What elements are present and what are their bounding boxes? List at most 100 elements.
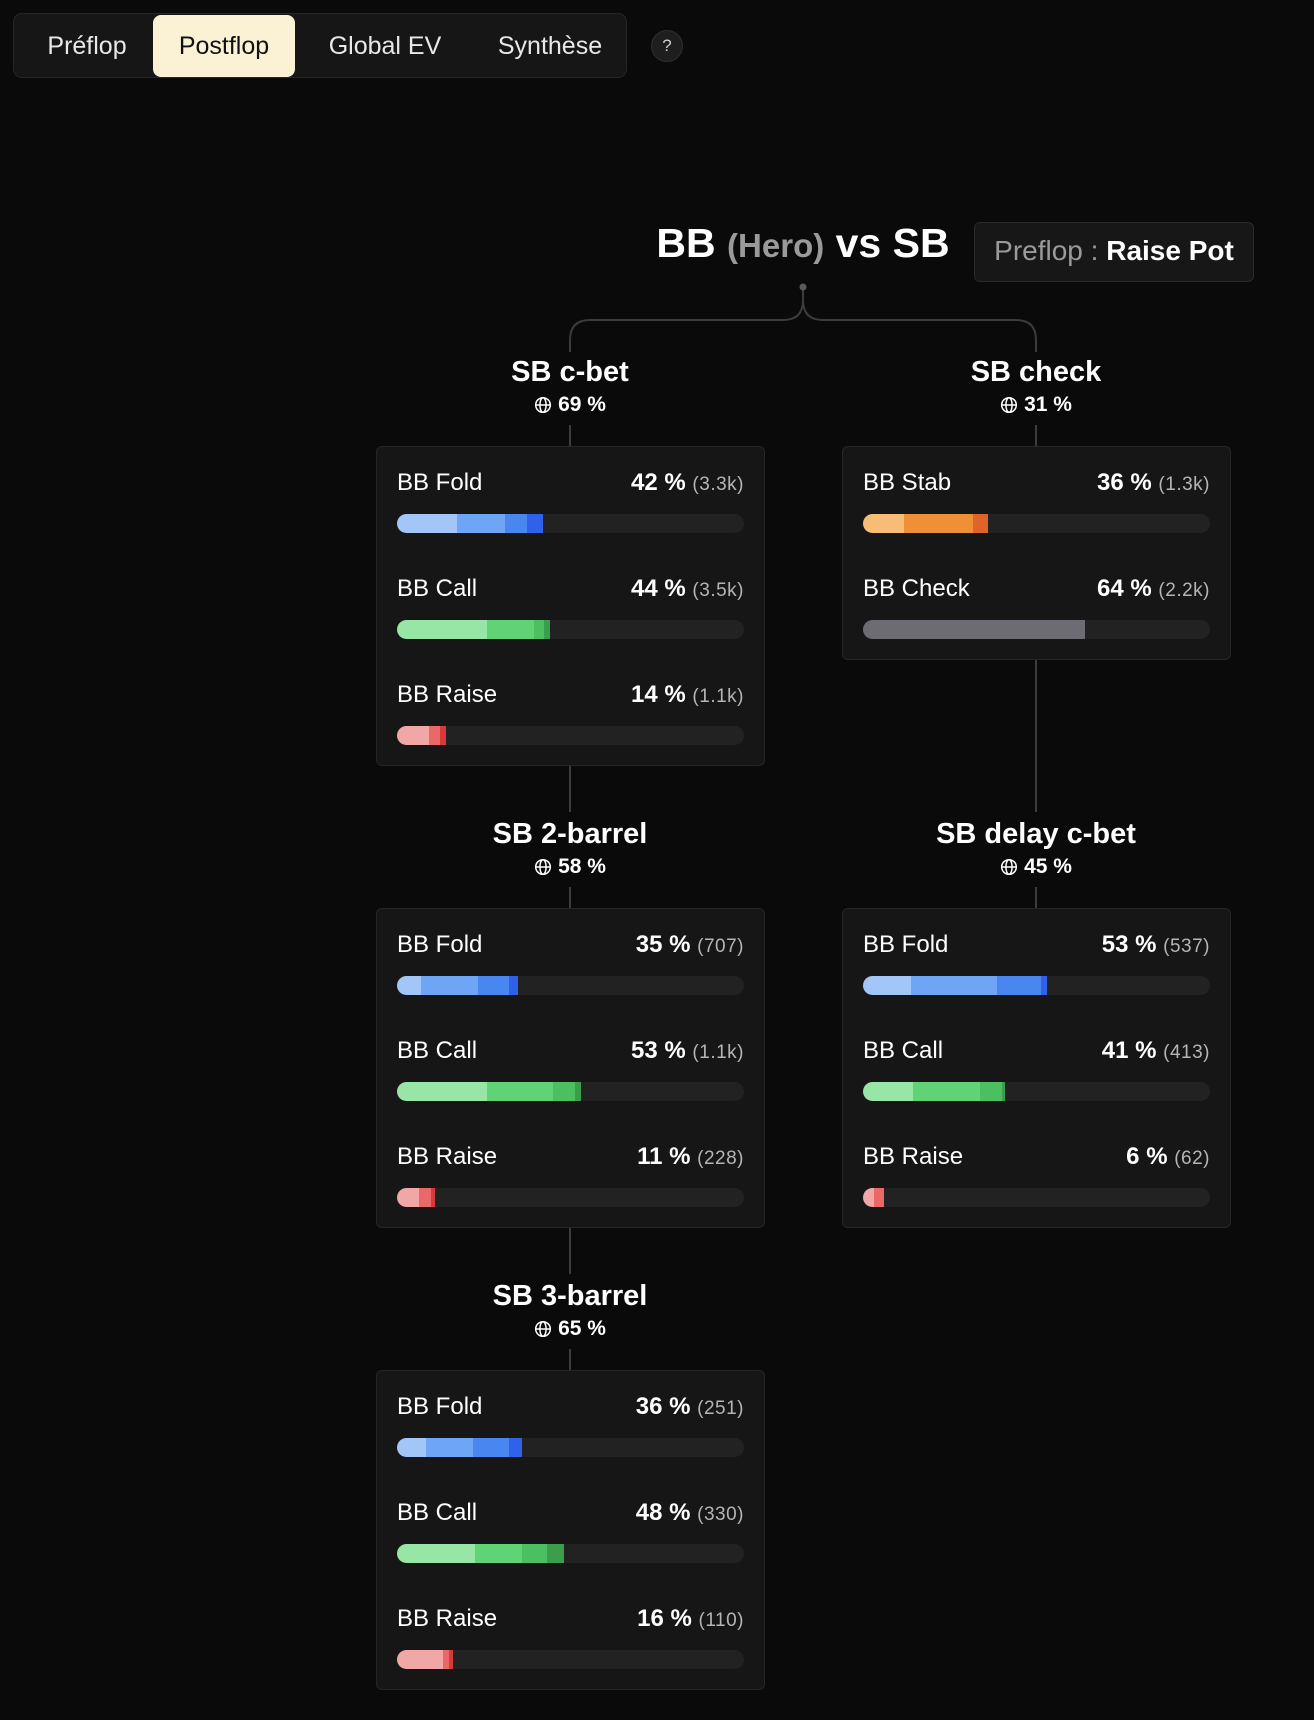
bar-fill xyxy=(397,1650,453,1669)
preflop-label: Preflop : xyxy=(994,235,1099,266)
hero-tag: (Hero) xyxy=(727,227,825,264)
node-title: SB 2-barrel xyxy=(492,818,648,850)
node-sb-check: SB check 31 % xyxy=(886,356,1186,419)
action-row[interactable]: BB Fold 42 % (3.3k) xyxy=(377,447,764,553)
action-label: BB Fold xyxy=(397,931,483,958)
tab-synthese[interactable]: Synthèse xyxy=(497,32,603,60)
bar-segment xyxy=(979,1082,1003,1101)
action-row[interactable]: BB Call 41 % (413) xyxy=(843,1015,1230,1121)
node-sb-2-barrel: SB 2-barrel 58 % xyxy=(420,818,720,881)
action-row[interactable]: BB Call 53 % (1.1k) xyxy=(377,1015,764,1121)
action-row[interactable]: BB Fold 35 % (707) xyxy=(377,909,764,1015)
bar-fill xyxy=(397,1544,564,1563)
tab-bar: Préflop Postflop Global EV Synthèse xyxy=(13,13,627,78)
action-pct-value: 42 % xyxy=(631,469,686,496)
action-count: (1.3k) xyxy=(1158,474,1210,495)
action-row[interactable]: BB Call 44 % (3.5k) xyxy=(377,553,764,659)
action-count: (330) xyxy=(697,1504,744,1525)
action-row[interactable]: BB Call 48 % (330) xyxy=(377,1477,764,1583)
bar-segment xyxy=(874,1188,884,1207)
tab-postflop[interactable]: Postflop xyxy=(153,15,295,77)
action-label: BB Raise xyxy=(863,1143,964,1170)
bar-fill xyxy=(397,976,519,995)
action-percentage: 36 % (251) xyxy=(636,1393,744,1421)
action-pct-value: 48 % xyxy=(635,1499,691,1526)
action-pct-value: 11 % xyxy=(637,1143,691,1170)
action-percentage: 6 % (62) xyxy=(1126,1143,1210,1171)
action-pct-value: 41 % xyxy=(1101,1037,1157,1064)
action-count: (2.2k) xyxy=(1158,580,1210,601)
node-frequency: 58 % xyxy=(534,855,606,879)
action-count: (707) xyxy=(697,936,744,957)
bar-fill xyxy=(863,1188,884,1207)
opponent-label: vs SB xyxy=(835,220,950,266)
action-percentage: 53 % (537) xyxy=(1102,931,1210,959)
bar-segment xyxy=(487,620,535,639)
action-label: BB Raise xyxy=(397,1143,498,1170)
bar-segment xyxy=(487,1082,554,1101)
node-frequency: 31 % xyxy=(1000,393,1072,417)
bar-segment xyxy=(508,976,519,995)
action-pct-value: 16 % xyxy=(637,1605,692,1632)
bar-segment xyxy=(863,620,1086,639)
bar-segment xyxy=(912,1082,980,1101)
action-percentage: 64 % (2.2k) xyxy=(1097,575,1210,603)
action-count: (251) xyxy=(697,1398,744,1419)
action-count: (3.5k) xyxy=(692,580,744,601)
matchup-title: BB (Hero) vs SB xyxy=(620,220,986,267)
tab-preflop[interactable]: Préflop xyxy=(47,32,127,60)
action-row[interactable]: BB Check 64 % (2.2k) xyxy=(843,553,1230,659)
bar-segment xyxy=(863,1082,913,1101)
bar-segment xyxy=(1041,976,1047,995)
bar-fill xyxy=(397,620,550,639)
action-count: (228) xyxy=(697,1148,744,1169)
action-percentage: 42 % (3.3k) xyxy=(631,469,744,497)
bar-segment xyxy=(473,1438,510,1457)
action-card-sb-check: BB Stab 36 % (1.3k) BB Check 64 % (2.2k) xyxy=(842,446,1231,660)
action-count: (1.1k) xyxy=(692,686,744,707)
frequency-bar xyxy=(863,620,1210,639)
frequency-bar xyxy=(397,1544,744,1563)
frequency-bar xyxy=(397,726,744,745)
bar-segment xyxy=(534,620,544,639)
action-row[interactable]: BB Fold 53 % (537) xyxy=(843,909,1230,1015)
bar-segment xyxy=(442,1650,450,1669)
bar-fill xyxy=(397,726,446,745)
action-label: BB Check xyxy=(863,575,970,602)
action-row[interactable]: BB Raise 6 % (62) xyxy=(843,1121,1230,1227)
bar-segment xyxy=(397,1082,488,1101)
bar-segment xyxy=(425,1438,474,1457)
action-percentage: 48 % (330) xyxy=(636,1499,744,1527)
bar-segment xyxy=(397,726,429,745)
bar-segment xyxy=(418,1188,431,1207)
bar-segment xyxy=(421,976,479,995)
action-pct-value: 6 % xyxy=(1126,1143,1168,1170)
frequency-bar xyxy=(397,1438,744,1457)
bar-segment xyxy=(397,620,488,639)
action-pct-value: 53 % xyxy=(1101,931,1157,958)
bar-segment xyxy=(397,976,422,995)
action-pct-value: 14 % xyxy=(631,681,686,708)
bar-segment xyxy=(475,1544,522,1563)
node-title: SB check xyxy=(970,356,1102,388)
action-row[interactable]: BB Fold 36 % (251) xyxy=(377,1371,764,1477)
action-percentage: 44 % (3.5k) xyxy=(631,575,744,603)
player-name: BB xyxy=(656,220,716,266)
node-frequency: 45 % xyxy=(1000,855,1072,879)
bar-segment xyxy=(478,976,509,995)
help-button[interactable]: ? xyxy=(651,30,683,62)
bar-segment xyxy=(863,976,911,995)
action-row[interactable]: BB Stab 36 % (1.3k) xyxy=(843,447,1230,553)
action-label: BB Call xyxy=(397,575,478,602)
bar-fill xyxy=(397,1438,522,1457)
bar-segment xyxy=(397,1188,419,1207)
bar-segment xyxy=(397,1650,443,1669)
action-row[interactable]: BB Raise 11 % (228) xyxy=(377,1121,764,1227)
action-row[interactable]: BB Raise 16 % (110) xyxy=(377,1583,764,1689)
tab-global-ev[interactable]: Global EV xyxy=(328,32,442,60)
preflop-value: Raise Pot xyxy=(1106,235,1234,266)
bar-segment xyxy=(1002,1082,1006,1101)
bar-segment xyxy=(553,1082,576,1101)
action-row[interactable]: BB Raise 14 % (1.1k) xyxy=(377,659,764,765)
preflop-badge: Preflop : Raise Pot xyxy=(974,222,1254,282)
